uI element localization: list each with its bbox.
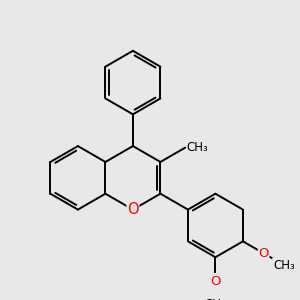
Text: O: O: [127, 202, 139, 217]
Text: CH₃: CH₃: [187, 141, 208, 154]
Text: CH₃: CH₃: [273, 259, 295, 272]
Text: O: O: [258, 247, 269, 260]
Text: CH₃: CH₃: [205, 298, 226, 300]
Text: O: O: [210, 274, 221, 287]
